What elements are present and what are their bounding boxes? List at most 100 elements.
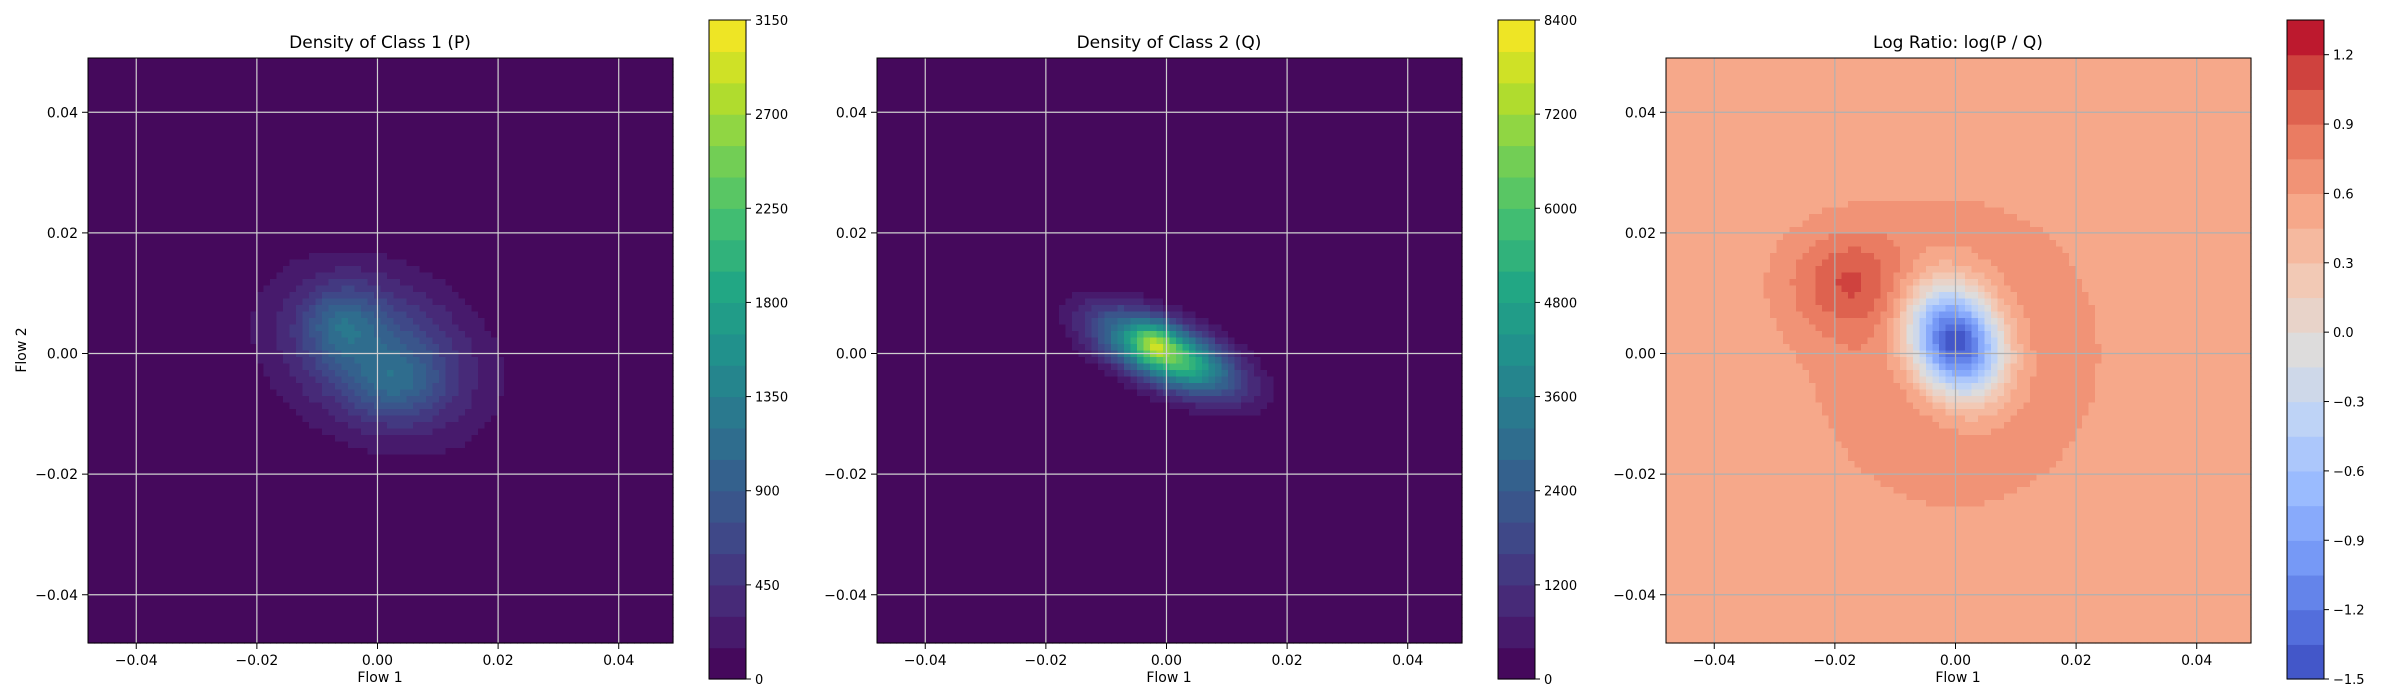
heatmap-cell	[140, 331, 147, 338]
heatmap-cell	[621, 175, 628, 182]
heatmap-cell	[517, 396, 524, 403]
heatmap-cell	[524, 305, 531, 312]
heatmap-cell	[660, 390, 667, 397]
heatmap-cell	[316, 344, 323, 351]
heatmap-cell	[225, 208, 232, 215]
heatmap-cell	[641, 201, 648, 208]
heatmap-cell	[244, 110, 251, 117]
heatmap-cell	[660, 377, 667, 384]
heatmap-cell	[283, 253, 290, 260]
heatmap-cell	[550, 97, 557, 104]
heatmap-cell	[147, 305, 154, 312]
heatmap-cell	[576, 130, 583, 137]
heatmap-cell	[478, 78, 485, 85]
heatmap-cell	[426, 58, 433, 65]
heatmap-cell	[355, 240, 362, 247]
heatmap-cell	[205, 416, 212, 423]
heatmap-cell	[348, 396, 355, 403]
heatmap-cell	[225, 377, 232, 384]
heatmap-cell	[394, 318, 401, 325]
heatmap-cell	[563, 292, 570, 299]
heatmap-cell	[628, 299, 635, 306]
heatmap-cell	[153, 149, 160, 156]
heatmap-cell	[342, 175, 349, 182]
heatmap-cell	[361, 58, 368, 65]
heatmap-cell	[316, 338, 323, 345]
heatmap-cell	[186, 162, 193, 169]
heatmap-cell	[576, 65, 583, 72]
heatmap-cell	[173, 130, 180, 137]
heatmap-cell	[192, 71, 199, 78]
heatmap-cell	[400, 65, 407, 72]
heatmap-cell	[348, 318, 355, 325]
heatmap-cell	[368, 305, 375, 312]
heatmap-cell	[192, 338, 199, 345]
heatmap-cell	[101, 58, 108, 65]
heatmap-cell	[114, 383, 121, 390]
heatmap-cell	[225, 221, 232, 228]
heatmap-cell	[660, 357, 667, 364]
heatmap-cell	[634, 396, 641, 403]
heatmap-cell	[335, 110, 342, 117]
heatmap-cell	[309, 377, 316, 384]
heatmap-cell	[556, 71, 563, 78]
heatmap-cell	[329, 84, 336, 91]
heatmap-cell	[387, 169, 394, 176]
heatmap-cell	[205, 305, 212, 312]
heatmap-cell	[290, 273, 297, 280]
heatmap-cell	[348, 149, 355, 156]
heatmap-cell	[485, 331, 492, 338]
heatmap-cell	[647, 156, 654, 163]
heatmap-cell	[602, 123, 609, 130]
heatmap-cell	[628, 253, 635, 260]
heatmap-cell	[602, 299, 609, 306]
heatmap-cell	[212, 169, 219, 176]
heatmap-cell	[270, 377, 277, 384]
heatmap-cell	[166, 377, 173, 384]
heatmap-cell	[212, 130, 219, 137]
heatmap-cell	[121, 123, 128, 130]
heatmap-cell	[238, 110, 245, 117]
heatmap-cell	[212, 409, 219, 416]
heatmap-cell	[485, 123, 492, 130]
heatmap-cell	[316, 156, 323, 163]
heatmap-cell	[270, 169, 277, 176]
heatmap-cell	[153, 364, 160, 371]
heatmap-cell	[472, 240, 479, 247]
heatmap-cell	[452, 338, 459, 345]
heatmap-cell	[355, 286, 362, 293]
heatmap-cell	[524, 110, 531, 117]
heatmap-cell	[582, 110, 589, 117]
heatmap-cell	[88, 312, 95, 319]
heatmap-cell	[381, 240, 388, 247]
heatmap-cell	[290, 110, 297, 117]
heatmap-cell	[361, 305, 368, 312]
heatmap-cell	[628, 331, 635, 338]
heatmap-cell	[296, 84, 303, 91]
heatmap-cell	[439, 117, 446, 124]
heatmap-cell	[121, 383, 128, 390]
heatmap-cell	[296, 123, 303, 130]
heatmap-cell	[140, 143, 147, 150]
heatmap-cell	[335, 364, 342, 371]
heatmap-cell	[589, 390, 596, 397]
heatmap-cell	[140, 409, 147, 416]
heatmap-cell	[244, 130, 251, 137]
heatmap-cell	[517, 104, 524, 111]
heatmap-cell	[628, 409, 635, 416]
heatmap-cell	[485, 273, 492, 280]
heatmap-cell	[212, 78, 219, 85]
heatmap-cell	[231, 416, 238, 423]
heatmap-cell	[426, 364, 433, 371]
heatmap-cell	[452, 234, 459, 241]
heatmap-cell	[634, 58, 641, 65]
heatmap-cell	[238, 318, 245, 325]
heatmap-cell	[530, 409, 537, 416]
heatmap-cell	[361, 318, 368, 325]
heatmap-cell	[296, 104, 303, 111]
heatmap-cell	[426, 234, 433, 241]
heatmap-cell	[556, 104, 563, 111]
heatmap-cell	[153, 162, 160, 169]
heatmap-cell	[329, 201, 336, 208]
heatmap-cell	[439, 279, 446, 286]
